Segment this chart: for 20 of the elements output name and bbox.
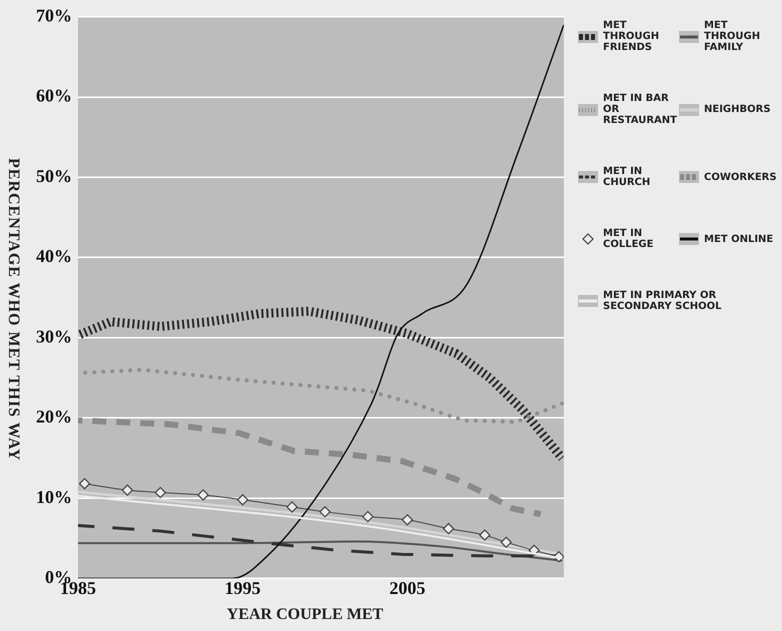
y-tick-label: 50% bbox=[36, 166, 72, 186]
x-tick-label: 1995 bbox=[224, 578, 261, 598]
legend-label: MET ONLINE bbox=[704, 234, 774, 244]
legend-label: MET IN PRIMARY OR SECONDARY SCHOOL bbox=[603, 290, 722, 312]
y-tick-label: 40% bbox=[36, 246, 72, 266]
legend-label: MET IN BAR OR RESTAURANT bbox=[603, 93, 678, 126]
y-tick-label: 70% bbox=[36, 5, 72, 26]
y-tick-label: 20% bbox=[36, 406, 72, 427]
legend-label: MET THROUGH FRIENDS bbox=[603, 20, 660, 53]
y-tick-label: 30% bbox=[36, 326, 72, 346]
y-tick-label: 10% bbox=[36, 486, 72, 507]
y-tick-label: 60% bbox=[36, 86, 72, 106]
y-axis-title: PERCENTAGE WHO MET THIS WAY bbox=[4, 157, 22, 464]
x-tick-label: 2005 bbox=[389, 578, 426, 598]
legend-label: MET THROUGH FAMILY bbox=[704, 20, 762, 53]
x-axis-title: YEAR COUPLE MET bbox=[226, 606, 384, 624]
legend-label: COWORKERS bbox=[704, 172, 777, 182]
legend-label: MET IN CHURCH bbox=[603, 166, 652, 188]
legend-label: NEIGHBORS bbox=[704, 104, 771, 115]
legend-label: MET IN COLLEGE bbox=[603, 228, 654, 250]
